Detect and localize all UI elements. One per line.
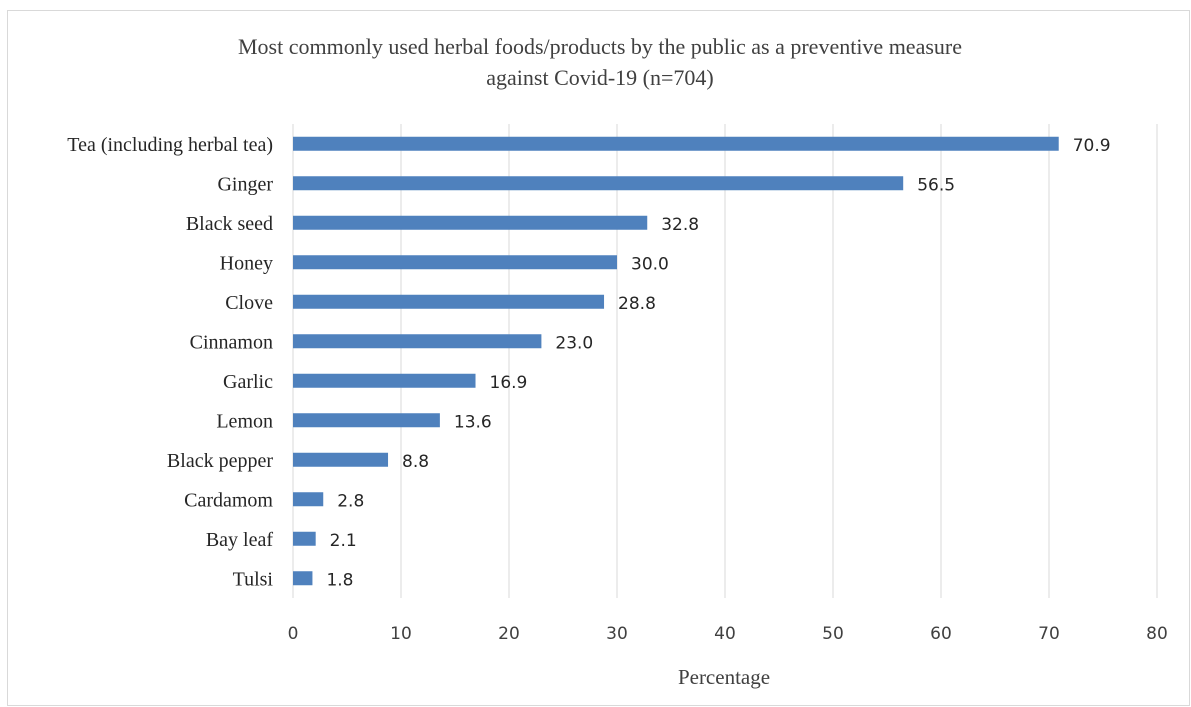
chart-title-line-1: Most commonly used herbal foods/products… (238, 34, 962, 59)
bar-5 (293, 334, 542, 349)
bar-2 (293, 215, 648, 230)
category-label-10: Bay leaf (206, 529, 274, 551)
x-tick-label-0: 0 (288, 624, 299, 644)
data-label-3: 30.0 (631, 254, 669, 274)
category-label-3: Honey (220, 252, 273, 274)
x-axis-title: Percentage (678, 665, 770, 689)
data-label-9: 2.8 (337, 491, 364, 511)
x-tick-label-40: 40 (714, 624, 736, 644)
x-tick-label-10: 10 (390, 624, 412, 644)
bar-8 (293, 452, 389, 467)
chart-title-line-2: against Covid-19 (n=704) (486, 65, 714, 90)
category-label-6: Garlic (223, 371, 273, 393)
chart-frame (7, 10, 1190, 706)
gridlines (292, 124, 1158, 598)
bar-0 (293, 136, 1059, 151)
category-labels: Tea (including herbal tea) Ginger Black se… (67, 134, 273, 591)
bar-1 (293, 176, 904, 191)
data-label-7: 13.6 (454, 412, 492, 432)
bar-3 (293, 255, 617, 270)
category-label-8: Black pepper (167, 450, 273, 472)
x-tick-label-80: 80 (1146, 624, 1168, 644)
category-label-7: Lemon (216, 410, 273, 432)
category-label-9: Cardamom (184, 489, 273, 511)
category-label-1: Ginger (217, 173, 273, 195)
category-label-4: Clove (225, 292, 273, 314)
data-label-8: 8.8 (402, 452, 429, 472)
data-label-11: 1.8 (326, 570, 353, 590)
data-label-5: 23.0 (555, 333, 593, 353)
data-label-10: 2.1 (330, 531, 357, 551)
data-label-2: 32.8 (661, 215, 699, 235)
data-label-6: 16.9 (490, 373, 528, 393)
x-axis-tick-labels: 0 10 20 30 40 50 60 70 80 (288, 624, 1168, 644)
category-label-0: Tea (including herbal tea) (67, 134, 273, 156)
bar-10 (293, 531, 316, 546)
category-label-11: Tulsi (233, 568, 274, 590)
data-labels: 70.9 56.5 32.8 30.0 28.8 23.0 16.9 13.6 8.8 2.8 2.… (326, 136, 1110, 591)
category-label-2: Black seed (186, 213, 273, 235)
bars (293, 136, 1059, 586)
category-label-5: Cinnamon (190, 331, 273, 353)
data-label-4: 28.8 (618, 294, 656, 314)
data-label-0: 70.9 (1073, 136, 1111, 156)
x-tick-label-20: 20 (498, 624, 520, 644)
bar-9 (293, 492, 324, 507)
x-tick-label-50: 50 (822, 624, 844, 644)
x-tick-label-30: 30 (606, 624, 628, 644)
data-label-1: 56.5 (917, 175, 955, 195)
bar-7 (293, 413, 440, 428)
bar-4 (293, 294, 605, 309)
bar-11 (293, 571, 313, 586)
x-tick-label-60: 60 (930, 624, 952, 644)
bar-6 (293, 373, 476, 388)
chart-title: Most commonly used herbal foods/products… (238, 34, 962, 90)
x-tick-label-70: 70 (1038, 624, 1060, 644)
